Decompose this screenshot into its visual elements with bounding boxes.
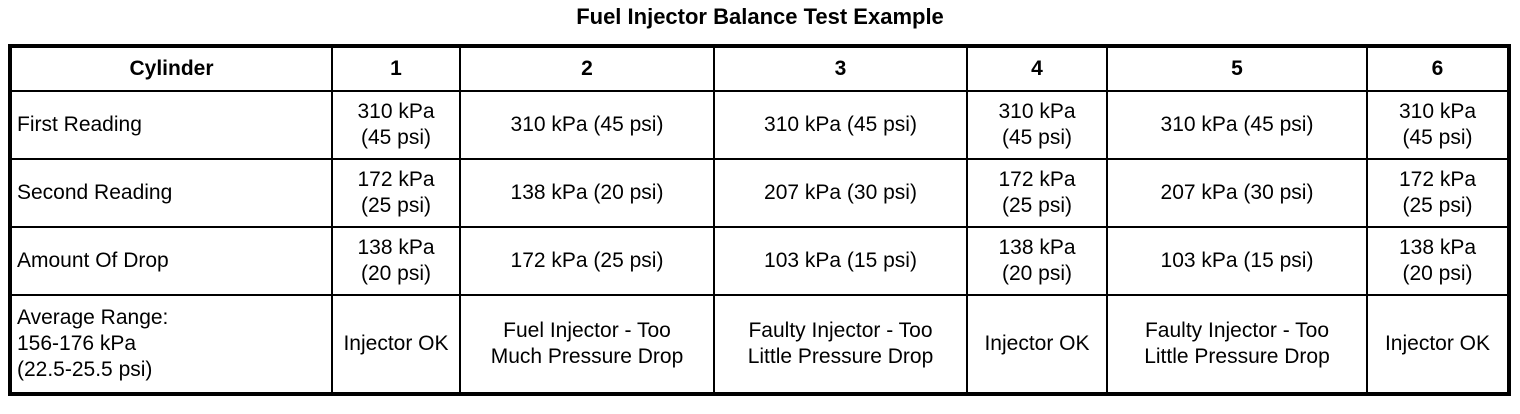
cell-second-reading-cyl4: 172 kPa (25 psi) — [966, 158, 1108, 228]
cell-second-reading-cyl1: 172 kPa (25 psi) — [331, 158, 461, 228]
column-header-4: 4 — [966, 45, 1108, 92]
cell-second-reading-cyl6: 172 kPa (25 psi) — [1366, 158, 1510, 228]
cell-result-cyl6: Injector OK — [1366, 294, 1510, 395]
cell-amount-of-drop-cyl4: 138 kPa (20 psi) — [966, 226, 1108, 296]
row-label-amount-of-drop: Amount Of Drop — [9, 226, 333, 296]
header-row: Cylinder 1 2 3 4 5 6 — [9, 45, 1510, 92]
cell-amount-of-drop-cyl6: 138 kPa (20 psi) — [1366, 226, 1510, 296]
cell-amount-of-drop-cyl1: 138 kPa (20 psi) — [331, 226, 461, 296]
table-row-second-reading: Second Reading 172 kPa (25 psi) 138 kPa … — [9, 158, 1510, 228]
row-label-average-range: Average Range: 156-176 kPa (22.5-25.5 ps… — [9, 294, 333, 395]
column-header-6: 6 — [1366, 45, 1510, 92]
cell-second-reading-cyl2: 138 kPa (20 psi) — [459, 158, 715, 228]
column-header-2: 2 — [459, 45, 715, 92]
table-row-amount-of-drop: Amount Of Drop 138 kPa (20 psi) 172 kPa … — [9, 226, 1510, 296]
cell-first-reading-cyl6: 310 kPa (45 psi) — [1366, 90, 1510, 160]
row-label-first-reading: First Reading — [9, 90, 333, 160]
cell-second-reading-cyl3: 207 kPa (30 psi) — [713, 158, 968, 228]
cell-result-cyl5: Faulty Injector - Too Little Pressure Dr… — [1106, 294, 1368, 395]
cell-amount-of-drop-cyl3: 103 kPa (15 psi) — [713, 226, 968, 296]
cell-first-reading-cyl5: 310 kPa (45 psi) — [1106, 90, 1368, 160]
page-title: Fuel Injector Balance Test Example — [576, 4, 944, 29]
cell-result-cyl1: Injector OK — [331, 294, 461, 395]
row-label-second-reading: Second Reading — [9, 158, 333, 228]
column-header-1: 1 — [331, 45, 461, 92]
cell-result-cyl2: Fuel Injector - Too Much Pressure Drop — [459, 294, 715, 395]
column-header-cylinder: Cylinder — [9, 45, 333, 92]
cell-result-cyl3: Faulty Injector - Too Little Pressure Dr… — [713, 294, 968, 395]
cell-first-reading-cyl2: 310 kPa (45 psi) — [459, 90, 715, 160]
cell-amount-of-drop-cyl5: 103 kPa (15 psi) — [1106, 226, 1368, 296]
cell-first-reading-cyl3: 310 kPa (45 psi) — [713, 90, 968, 160]
fuel-injector-balance-table: Cylinder 1 2 3 4 5 6 First Reading 310 k… — [8, 44, 1511, 396]
table-row-average-range-result: Average Range: 156-176 kPa (22.5-25.5 ps… — [9, 294, 1510, 395]
cell-amount-of-drop-cyl2: 172 kPa (25 psi) — [459, 226, 715, 296]
column-header-5: 5 — [1106, 45, 1368, 92]
cell-second-reading-cyl5: 207 kPa (30 psi) — [1106, 158, 1368, 228]
cell-first-reading-cyl1: 310 kPa (45 psi) — [331, 90, 461, 160]
table-row-first-reading: First Reading 310 kPa (45 psi) 310 kPa (… — [9, 90, 1510, 160]
cell-result-cyl4: Injector OK — [966, 294, 1108, 395]
cell-first-reading-cyl4: 310 kPa (45 psi) — [966, 90, 1108, 160]
column-header-3: 3 — [713, 45, 968, 92]
